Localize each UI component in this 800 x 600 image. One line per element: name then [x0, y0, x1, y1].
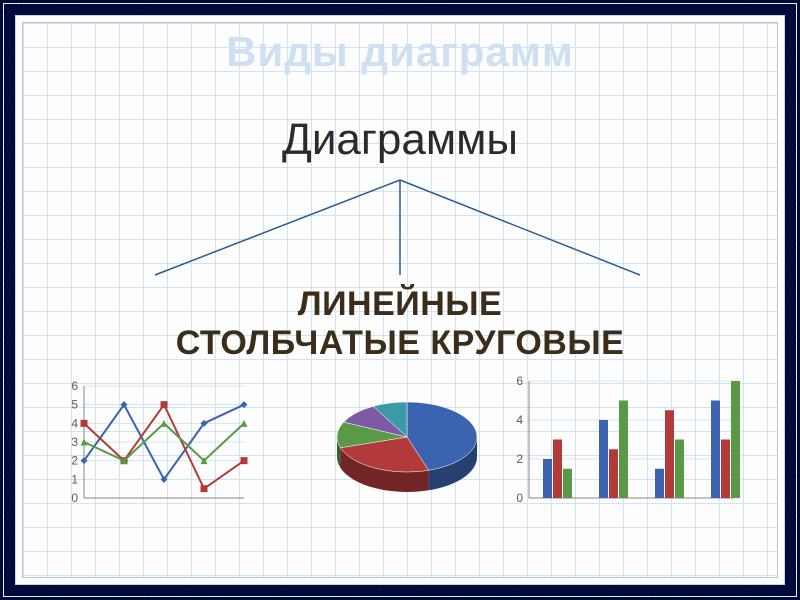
slide-frame: Виды диаграмм Диаграммы ЛИНЕЙНЫЕ СТОЛБЧА… [0, 0, 800, 600]
svg-text:0: 0 [71, 491, 78, 505]
frame-border-bottom [0, 585, 800, 600]
label-bar: СТОЛБЧАТЫЕ [176, 324, 421, 362]
svg-text:0: 0 [516, 491, 523, 505]
ghost-title: Виды диаграмм [0, 28, 800, 76]
subtitle: Диаграммы [0, 115, 800, 165]
stitch-bottom [3, 596, 797, 597]
svg-text:2: 2 [516, 452, 523, 466]
line-chart-svg: 0 1 2 3 4 5 6 [60, 380, 250, 510]
pie-chart [322, 385, 492, 505]
line-chart: 0 1 2 3 4 5 6 [60, 380, 250, 510]
label-pie: КРУГОВЫЕ [430, 324, 624, 362]
bar-chart-svg: 0 2 4 6 [505, 375, 740, 510]
svg-text:6: 6 [516, 375, 523, 388]
svg-text:5: 5 [71, 398, 78, 412]
svg-text:4: 4 [516, 413, 523, 427]
label-line: ЛИНЕЙНЫЕ [298, 285, 502, 323]
stitch-top [3, 3, 797, 4]
svg-text:6: 6 [71, 380, 78, 393]
bar-chart: 0 2 4 6 [505, 375, 740, 510]
category-labels: ЛИНЕЙНЫЕ СТОЛБЧАТЫЕ КРУГОВЫЕ [0, 285, 800, 363]
svg-text:3: 3 [71, 435, 78, 449]
svg-text:4: 4 [71, 416, 78, 430]
svg-text:1: 1 [71, 472, 78, 486]
pie-chart-svg [322, 385, 492, 505]
svg-text:2: 2 [71, 454, 78, 468]
